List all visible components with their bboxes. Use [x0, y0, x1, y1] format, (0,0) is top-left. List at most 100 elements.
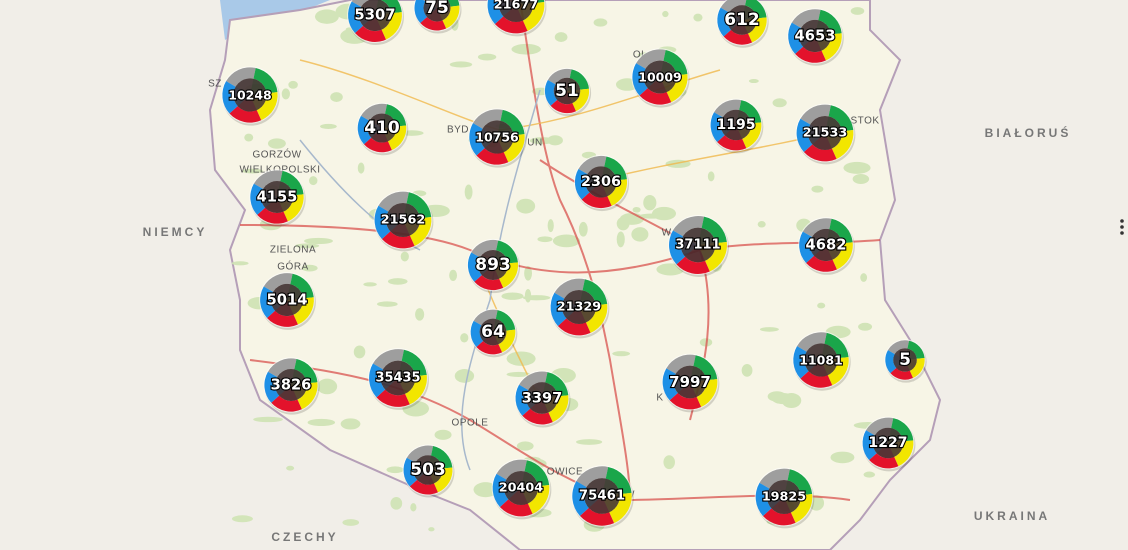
cluster-marker[interactable]: 21329: [549, 277, 610, 339]
marker-segment: [357, 115, 372, 145]
marker-segment: [433, 467, 453, 493]
cluster-count: 612: [724, 10, 760, 30]
marker-segment: [723, 29, 753, 45]
marker-core: [480, 120, 514, 154]
cluster-marker[interactable]: 35435: [368, 348, 429, 410]
marker-segment: [405, 374, 427, 405]
marker-segment: [701, 216, 727, 244]
marker-segment: [787, 469, 813, 496]
cluster-count: 21533: [803, 126, 847, 141]
cluster-count: 1227: [868, 435, 907, 451]
marker-segment: [554, 278, 585, 299]
marker-core: [720, 109, 752, 141]
marker-segment: [748, 17, 767, 43]
cluster-count: 21677: [494, 0, 538, 13]
marker-segment: [865, 417, 894, 436]
city-label: UN: [527, 138, 542, 149]
cluster-marker[interactable]: 2306: [573, 154, 630, 212]
cluster-marker[interactable]: 21677: [486, 0, 547, 37]
cluster-count: 20404: [499, 481, 544, 496]
cluster-marker[interactable]: 612: [716, 0, 769, 48]
marker-segment: [827, 357, 849, 386]
marker-segment: [500, 109, 525, 136]
marker-segment: [294, 358, 318, 384]
cluster-count: 11081: [799, 353, 843, 368]
cluster-marker[interactable]: 10248: [221, 66, 280, 126]
marker-segment: [271, 395, 302, 412]
marker-core: [561, 289, 597, 325]
marker-core: [498, 0, 534, 23]
marker-segment: [666, 354, 696, 374]
marker-segment: [229, 106, 262, 123]
cluster-marker[interactable]: 3397: [514, 370, 571, 428]
marker-segment: [666, 74, 688, 103]
marker-segment: [414, 0, 427, 24]
cluster-count: 5307: [354, 7, 395, 24]
cluster-marker[interactable]: 51: [543, 67, 592, 117]
marker-segment: [818, 9, 842, 35]
cluster-marker[interactable]: 410: [356, 102, 409, 156]
marker-segment: [473, 309, 498, 326]
cluster-marker[interactable]: 75: [413, 0, 462, 34]
cluster-marker[interactable]: 1227: [861, 416, 916, 472]
marker-segment: [581, 192, 612, 209]
cluster-count: 75: [425, 0, 449, 18]
cluster-marker[interactable]: 893: [466, 238, 521, 294]
marker-segment: [676, 256, 710, 274]
marker-segment: [831, 130, 854, 159]
cluster-marker[interactable]: 21562: [373, 190, 434, 252]
cluster-marker[interactable]: 75461: [571, 465, 634, 529]
marker-segment: [605, 466, 632, 495]
menu-button[interactable]: [1116, 217, 1128, 237]
marker-core: [413, 455, 443, 485]
city-label: WA: [662, 228, 679, 239]
cluster-marker[interactable]: 19825: [754, 467, 815, 529]
cluster-count: 1195: [716, 117, 755, 133]
marker-segment: [348, 1, 363, 34]
cluster-marker[interactable]: 20404: [491, 458, 552, 520]
marker-segment: [720, 0, 747, 13]
marker-segment: [717, 135, 747, 151]
cluster-marker[interactable]: 1195: [709, 98, 764, 154]
marker-segment: [824, 332, 849, 359]
cluster-marker[interactable]: 64: [469, 308, 518, 358]
marker-segment: [669, 230, 686, 265]
cluster-count: 7997: [669, 373, 711, 391]
marker-segment: [572, 88, 590, 112]
marker-segment: [795, 46, 826, 63]
cluster-marker[interactable]: 4155: [249, 169, 306, 227]
cluster-count: 10756: [475, 130, 519, 145]
cluster-marker[interactable]: 10009: [631, 48, 690, 108]
cluster-marker[interactable]: 3826: [263, 357, 320, 415]
cluster-count: 503: [410, 460, 446, 480]
marker-segment: [885, 350, 897, 374]
cluster-marker[interactable]: 11081: [792, 331, 851, 391]
cluster-count: 21562: [381, 213, 425, 228]
cluster-marker[interactable]: 503: [402, 444, 455, 498]
marker-segment: [293, 297, 314, 325]
cluster-marker[interactable]: 4653: [787, 8, 844, 66]
cluster-marker[interactable]: 4682: [798, 217, 855, 275]
marker-segment: [256, 92, 278, 121]
marker-segment: [799, 231, 815, 263]
cluster-marker[interactable]: 5: [884, 339, 927, 383]
marker-core: [643, 60, 677, 94]
cluster-marker[interactable]: 5014: [259, 272, 316, 330]
marker-core: [585, 166, 617, 198]
marker-segment: [907, 340, 925, 359]
marker-segment: [894, 440, 914, 467]
marker-segment: [354, 25, 386, 42]
cluster-marker[interactable]: 7997: [661, 353, 720, 413]
marker-segment: [360, 103, 388, 121]
city-label: ZIELONA: [270, 245, 316, 256]
marker-segment: [376, 389, 410, 407]
cluster-marker[interactable]: 21533: [795, 103, 856, 165]
cluster-marker[interactable]: 5307: [347, 0, 404, 45]
marker-segment: [363, 137, 392, 153]
marker-segment: [378, 191, 409, 212]
cluster-marker[interactable]: 37111: [668, 215, 729, 277]
cluster-count: 4155: [257, 189, 298, 206]
cluster-marker[interactable]: 10756: [468, 108, 527, 168]
marker-segment: [473, 109, 503, 129]
